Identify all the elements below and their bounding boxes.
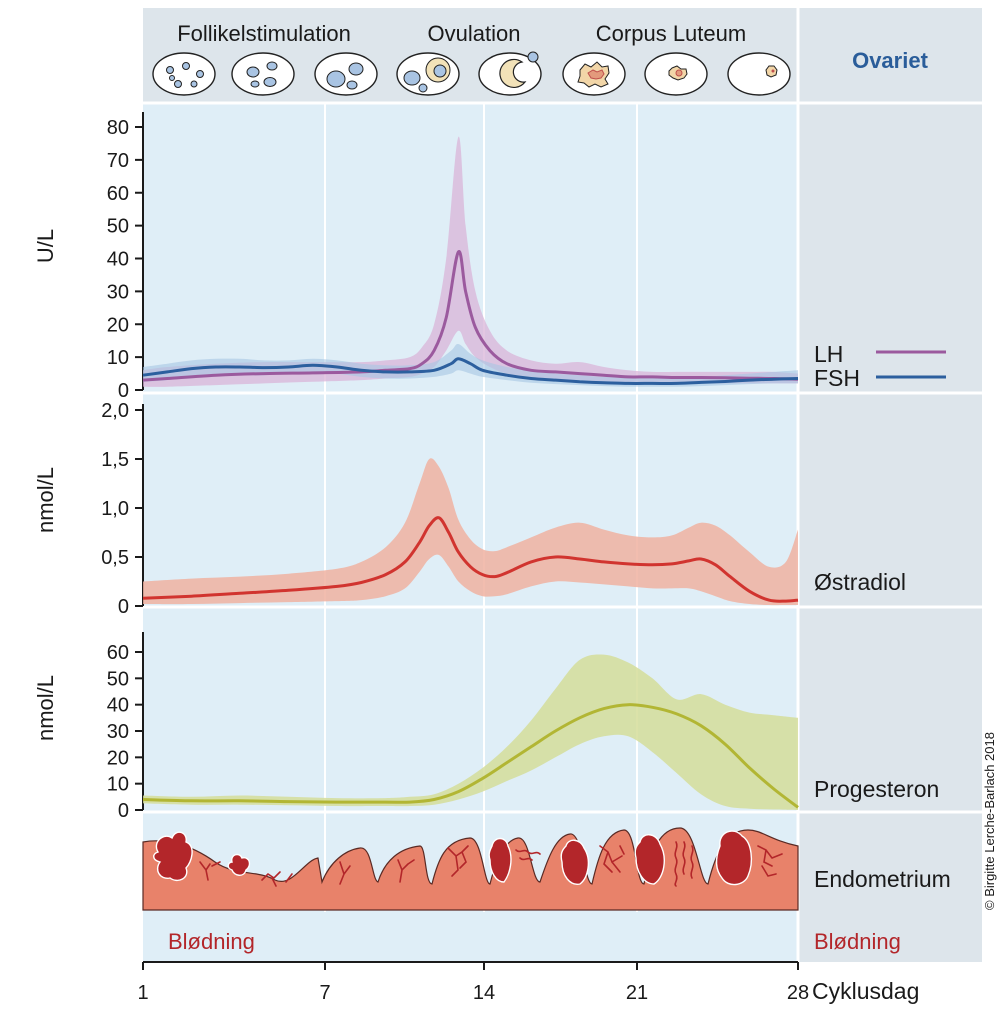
phase-label-follicle: Follikelstimulation [177,21,351,46]
estradiol-label: Østradiol [814,569,906,595]
ostradiol-range-band [143,458,798,606]
y-tick-label-panel-1-2: 20 [107,314,129,336]
bleeding-label-end: Blødning [814,929,901,954]
right-side-column [798,8,982,962]
y-tick-label-panel-3-0: 0 [118,800,129,822]
y-tick-label-panel-3-2: 20 [107,747,129,769]
endometrium-label: Endometrium [814,866,951,892]
y-tick-label-panel-1-1: 10 [107,347,129,369]
progesterone-band [143,654,798,810]
y-tick-label-panel-1-6: 60 [107,183,129,205]
y-tick-label-panel-3-5: 50 [107,668,129,690]
y-tick-label-panel-3-1: 10 [107,774,129,796]
progesteron-series-line [142,703,799,809]
ovary-icon-6 [562,52,626,96]
ovary-icon-1 [152,52,216,96]
estradiol-line [142,516,799,603]
y-tick-label-panel-2-0: 0 [118,596,129,618]
y-axis-label-estradiol: nmol/L [33,467,58,533]
legend-lh-label: LH [814,341,843,367]
x-tick-label-7: 7 [319,982,330,1004]
y-tick-label-panel-1-7: 70 [107,150,129,172]
copyright-credit: © Birgitte Lerche-Barlach 2018 [982,732,997,910]
ovary-icon-4 [396,52,460,96]
ovary-icon-8 [727,52,791,96]
ovary-label: Ovariet [852,48,928,73]
y-tick-label-panel-3-6: 60 [107,642,129,664]
progesterone-y-axis: 0 10 20 30 40 50 60 [107,632,144,822]
y-tick-label-panel-1-8: 80 [107,117,129,139]
ovary-icon-7 [644,52,708,96]
progesteron-range-band [143,654,798,810]
ostradiol-series-line [142,516,799,603]
phase-label-ovulation: Ovulation [428,21,521,46]
estradiol-panel: 0 0,5 1,0 1,5 2,0 [101,400,799,618]
ovary-icon-5 [478,51,542,96]
x-axis: 1 7 14 21 28 Cyklusdag [137,961,919,1004]
lh-series-line [142,250,799,382]
x-tick-label-21: 21 [626,982,648,1004]
x-tick-label-1: 1 [137,982,148,1004]
estradiol-band [143,458,798,606]
phase-label-corpus-luteum: Corpus Luteum [596,21,746,46]
y-axis-label-u-per-l: U/L [33,229,58,263]
y-tick-label-panel-2-4: 2,0 [101,400,129,422]
endometrium-glands [153,830,753,886]
endometrium-vessels [199,841,783,887]
ovary-icons [152,51,791,96]
y-tick-label-panel-1-0: 0 [118,380,129,402]
progesterone-panel: 0 10 20 30 40 50 60 [107,632,799,822]
y-tick-label-panel-3-4: 40 [107,695,129,717]
y-tick-label-panel-1-4: 40 [107,249,129,271]
x-axis-label: Cyklusdag [812,978,919,1004]
lh-fsh-lines [142,250,799,385]
y-tick-label-panel-2-1: 0,5 [101,547,129,569]
estradiol-y-axis: 0 0,5 1,0 1,5 2,0 [101,400,144,618]
lh-range-band [143,136,798,387]
y-tick-label-panel-1-3: 30 [107,281,129,303]
y-tick-label-panel-3-3: 30 [107,721,129,743]
fsh-series-line [142,357,799,385]
bleeding-label-start: Blødning [168,929,255,954]
ovary-icon-2 [231,52,295,96]
lh-fsh-y-axis: 0 10 20 30 40 50 60 70 80 [107,112,144,402]
lh-fsh-panel: 0 10 20 30 40 50 60 70 80 [107,112,799,402]
ovary-icon-3 [314,52,378,96]
y-tick-label-panel-1-5: 50 [107,216,129,238]
endometrium-illustration [142,827,799,911]
y-tick-label-panel-2-2: 1,0 [101,498,129,520]
y-axis-label-progesterone: nmol/L [33,675,58,741]
y-tick-label-panel-2-3: 1,5 [101,449,129,471]
progesterone-line [142,703,799,809]
progesterone-label: Progesteron [814,776,939,802]
legend-fsh-label: FSH [814,365,860,391]
x-tick-label-14: 14 [473,982,495,1004]
x-tick-label-28: 28 [787,982,809,1004]
